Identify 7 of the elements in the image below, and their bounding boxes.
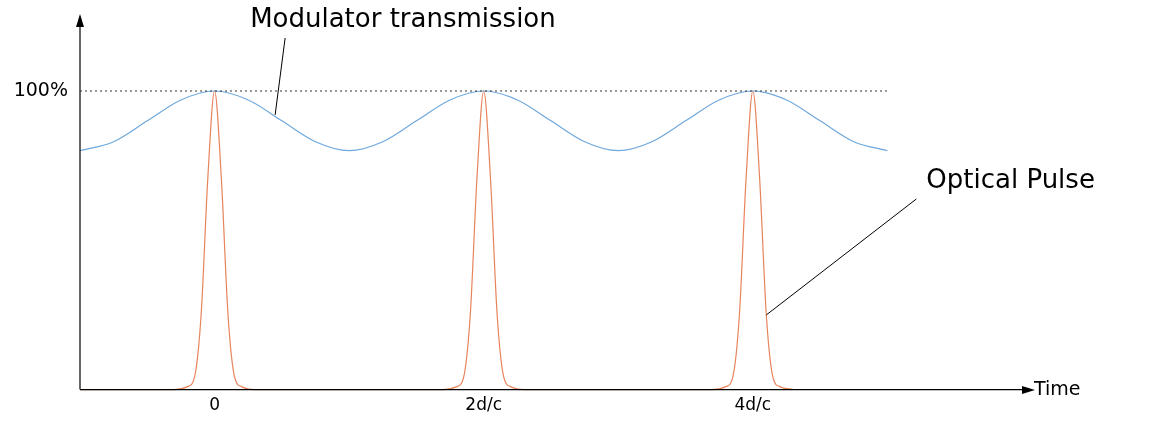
x-tick-label: 0 <box>209 394 220 415</box>
x-tick-label: 4d/c <box>734 394 772 415</box>
ref-line-label: 100% <box>13 77 68 100</box>
x-tick-label: 2d/c <box>465 394 503 415</box>
annotation: Optical Pulse <box>926 163 1095 194</box>
x-axis-title: Time <box>1033 376 1081 399</box>
annotation: Modulator transmission <box>250 2 556 33</box>
